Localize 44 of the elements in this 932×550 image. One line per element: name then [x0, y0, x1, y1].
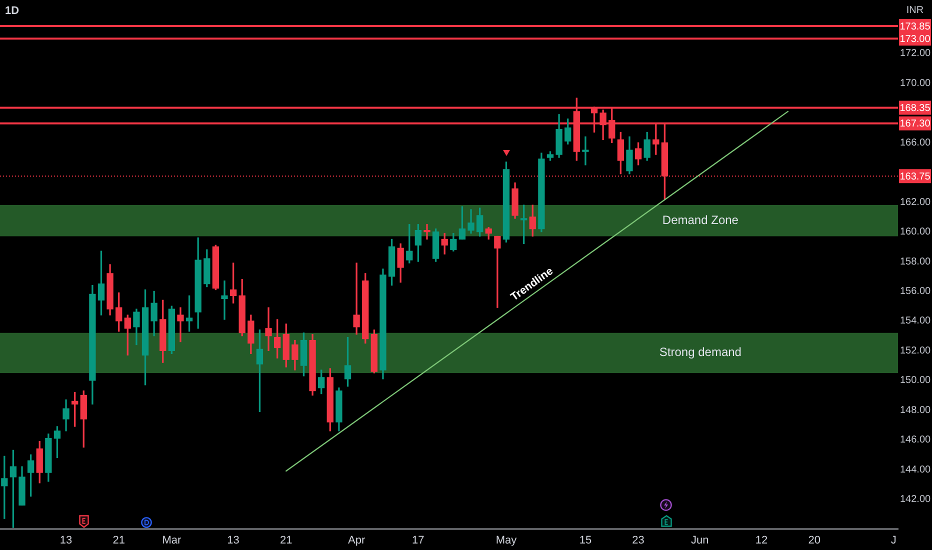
- candlestick: [582, 136, 589, 166]
- x-tick-label: Apr: [348, 534, 366, 547]
- candlestick: [265, 307, 272, 352]
- y-tick-label: 144.00: [900, 464, 932, 476]
- candlestick: [177, 307, 184, 342]
- band-label: Strong demand: [659, 345, 742, 360]
- text: 1D: [5, 5, 20, 18]
- band-label: Demand Zone: [662, 212, 739, 227]
- y-tick-label: 154.00: [900, 316, 932, 327]
- x-tick-label: 23: [632, 534, 644, 547]
- x-tick-label: 21: [112, 534, 125, 547]
- y-tick-label: 148.00: [900, 404, 932, 416]
- y-tick-label: 142.00: [900, 494, 932, 506]
- ref-line-label: 173.00: [900, 34, 931, 45]
- y-tick-label: 170.00: [900, 78, 932, 89]
- x-tick-label: May: [496, 534, 518, 547]
- x-tick-label: 17: [412, 534, 424, 547]
- x-tick-label: 13: [227, 534, 240, 547]
- y-tick-label: 152.00: [900, 345, 932, 356]
- x-tick-label: Mar: [162, 534, 182, 547]
- y-tick-label: 146.00: [900, 434, 932, 446]
- ref-line-label: 168.35: [900, 102, 931, 114]
- x-tick-label: 12: [755, 534, 768, 547]
- ref-line-label: 167.30: [900, 118, 931, 130]
- ref-line-label: 173.85: [900, 21, 931, 32]
- ref-line-label: 163.75: [900, 171, 931, 182]
- candlestick: [353, 262, 360, 335]
- x-tick-label: 21: [280, 534, 292, 547]
- y-tick-label: 162.00: [900, 196, 932, 208]
- x-tick-label: J: [890, 534, 896, 547]
- candlestick: [221, 280, 228, 320]
- y-tick-label: 150.00: [900, 375, 932, 386]
- y-tick-label: 158.00: [900, 256, 932, 268]
- y-tick-label: 160.00: [900, 226, 932, 238]
- y-tick-label: 156.00: [900, 286, 932, 297]
- candlestick: [494, 236, 501, 308]
- y-tick-label: 172.00: [900, 48, 932, 60]
- x-tick-label: Jun: [691, 534, 709, 547]
- candlestick: [424, 224, 430, 240]
- y-tick-label: 166.00: [900, 137, 932, 148]
- x-tick-label: 20: [808, 534, 820, 547]
- x-tick-label: 13: [60, 534, 72, 547]
- y-axis-title: INR: [906, 4, 924, 16]
- x-tick-label: 15: [579, 534, 592, 547]
